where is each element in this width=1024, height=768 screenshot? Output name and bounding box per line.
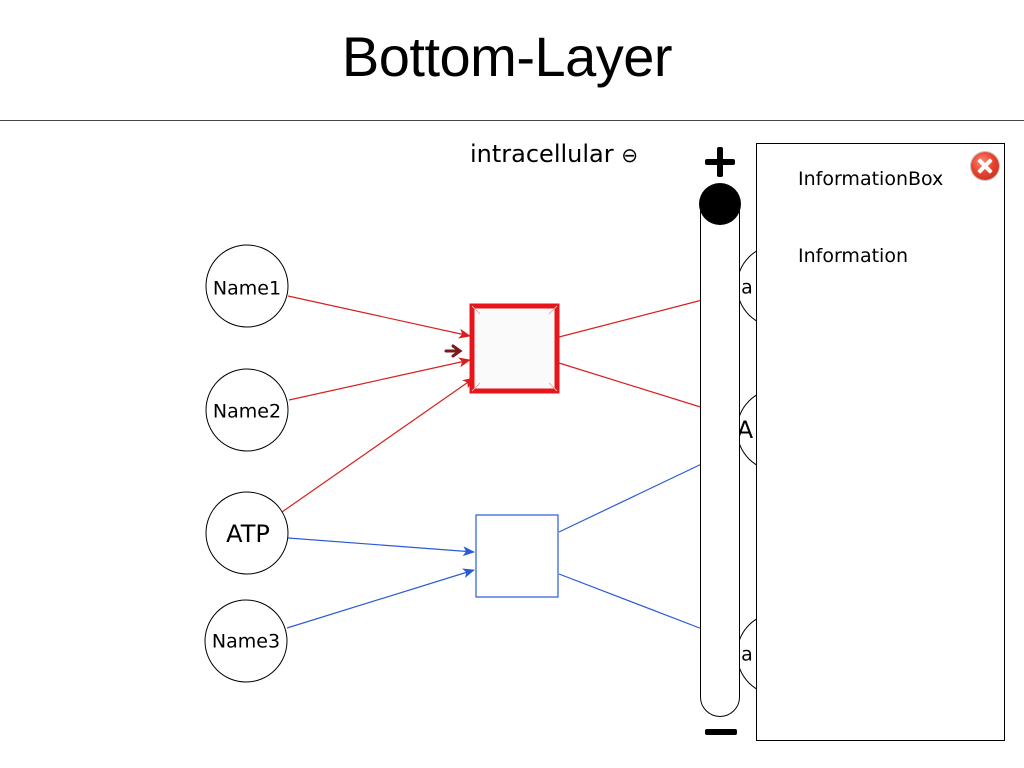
close-icon[interactable] (971, 152, 999, 180)
species-node-name3[interactable]: Name3 (204, 599, 288, 683)
species-label-name1: Name1 (213, 278, 281, 300)
title-divider (0, 120, 1024, 121)
species-label-product-bottom: a (741, 644, 753, 666)
edge-name1-reaction1[interactable] (287, 295, 471, 339)
selection-arrow-icon (444, 344, 463, 358)
edge-atp-reaction1[interactable] (281, 377, 475, 513)
species-label-name2: Name2 (213, 401, 281, 423)
edge-atp-reaction2[interactable] (287, 537, 475, 557)
plus-icon[interactable] (703, 147, 737, 177)
edge-reaction1-product-top[interactable] (558, 297, 711, 338)
circle-minus-icon[interactable]: ⊖ (621, 143, 639, 167)
species-node-name1[interactable]: Name1 (205, 244, 289, 328)
reaction-node[interactable] (475, 514, 559, 598)
compartment-label: intracellular (470, 140, 614, 168)
zoom-slider-track[interactable] (700, 185, 740, 717)
species-label-product-mid: A (737, 416, 754, 444)
species-label-name3: Name3 (212, 631, 280, 653)
minus-icon[interactable] (705, 729, 737, 735)
page-title: Bottom-Layer (341, 25, 673, 88)
compartment-header: intracellular ⊖ (470, 140, 638, 168)
edge-reaction1-product-mid[interactable] (558, 362, 711, 411)
reaction-node-selected[interactable] (469, 303, 560, 394)
edge-reaction2-product-mid[interactable] (558, 459, 711, 533)
edge-reaction2-product-bottom[interactable] (558, 573, 711, 633)
species-label-atp: ATP (226, 520, 270, 548)
species-node-atp[interactable]: ATP (205, 491, 289, 575)
information-box-text: Information (798, 245, 908, 267)
edge-name2-reaction1[interactable] (288, 357, 471, 401)
edge-name3-reaction2[interactable] (286, 568, 475, 629)
species-label-product-top: a (741, 277, 753, 299)
information-box: InformationBox Information (756, 143, 1005, 741)
species-node-name2[interactable]: Name2 (205, 368, 289, 452)
zoom-slider-handle[interactable] (699, 183, 741, 225)
information-box-title: InformationBox (798, 168, 944, 190)
